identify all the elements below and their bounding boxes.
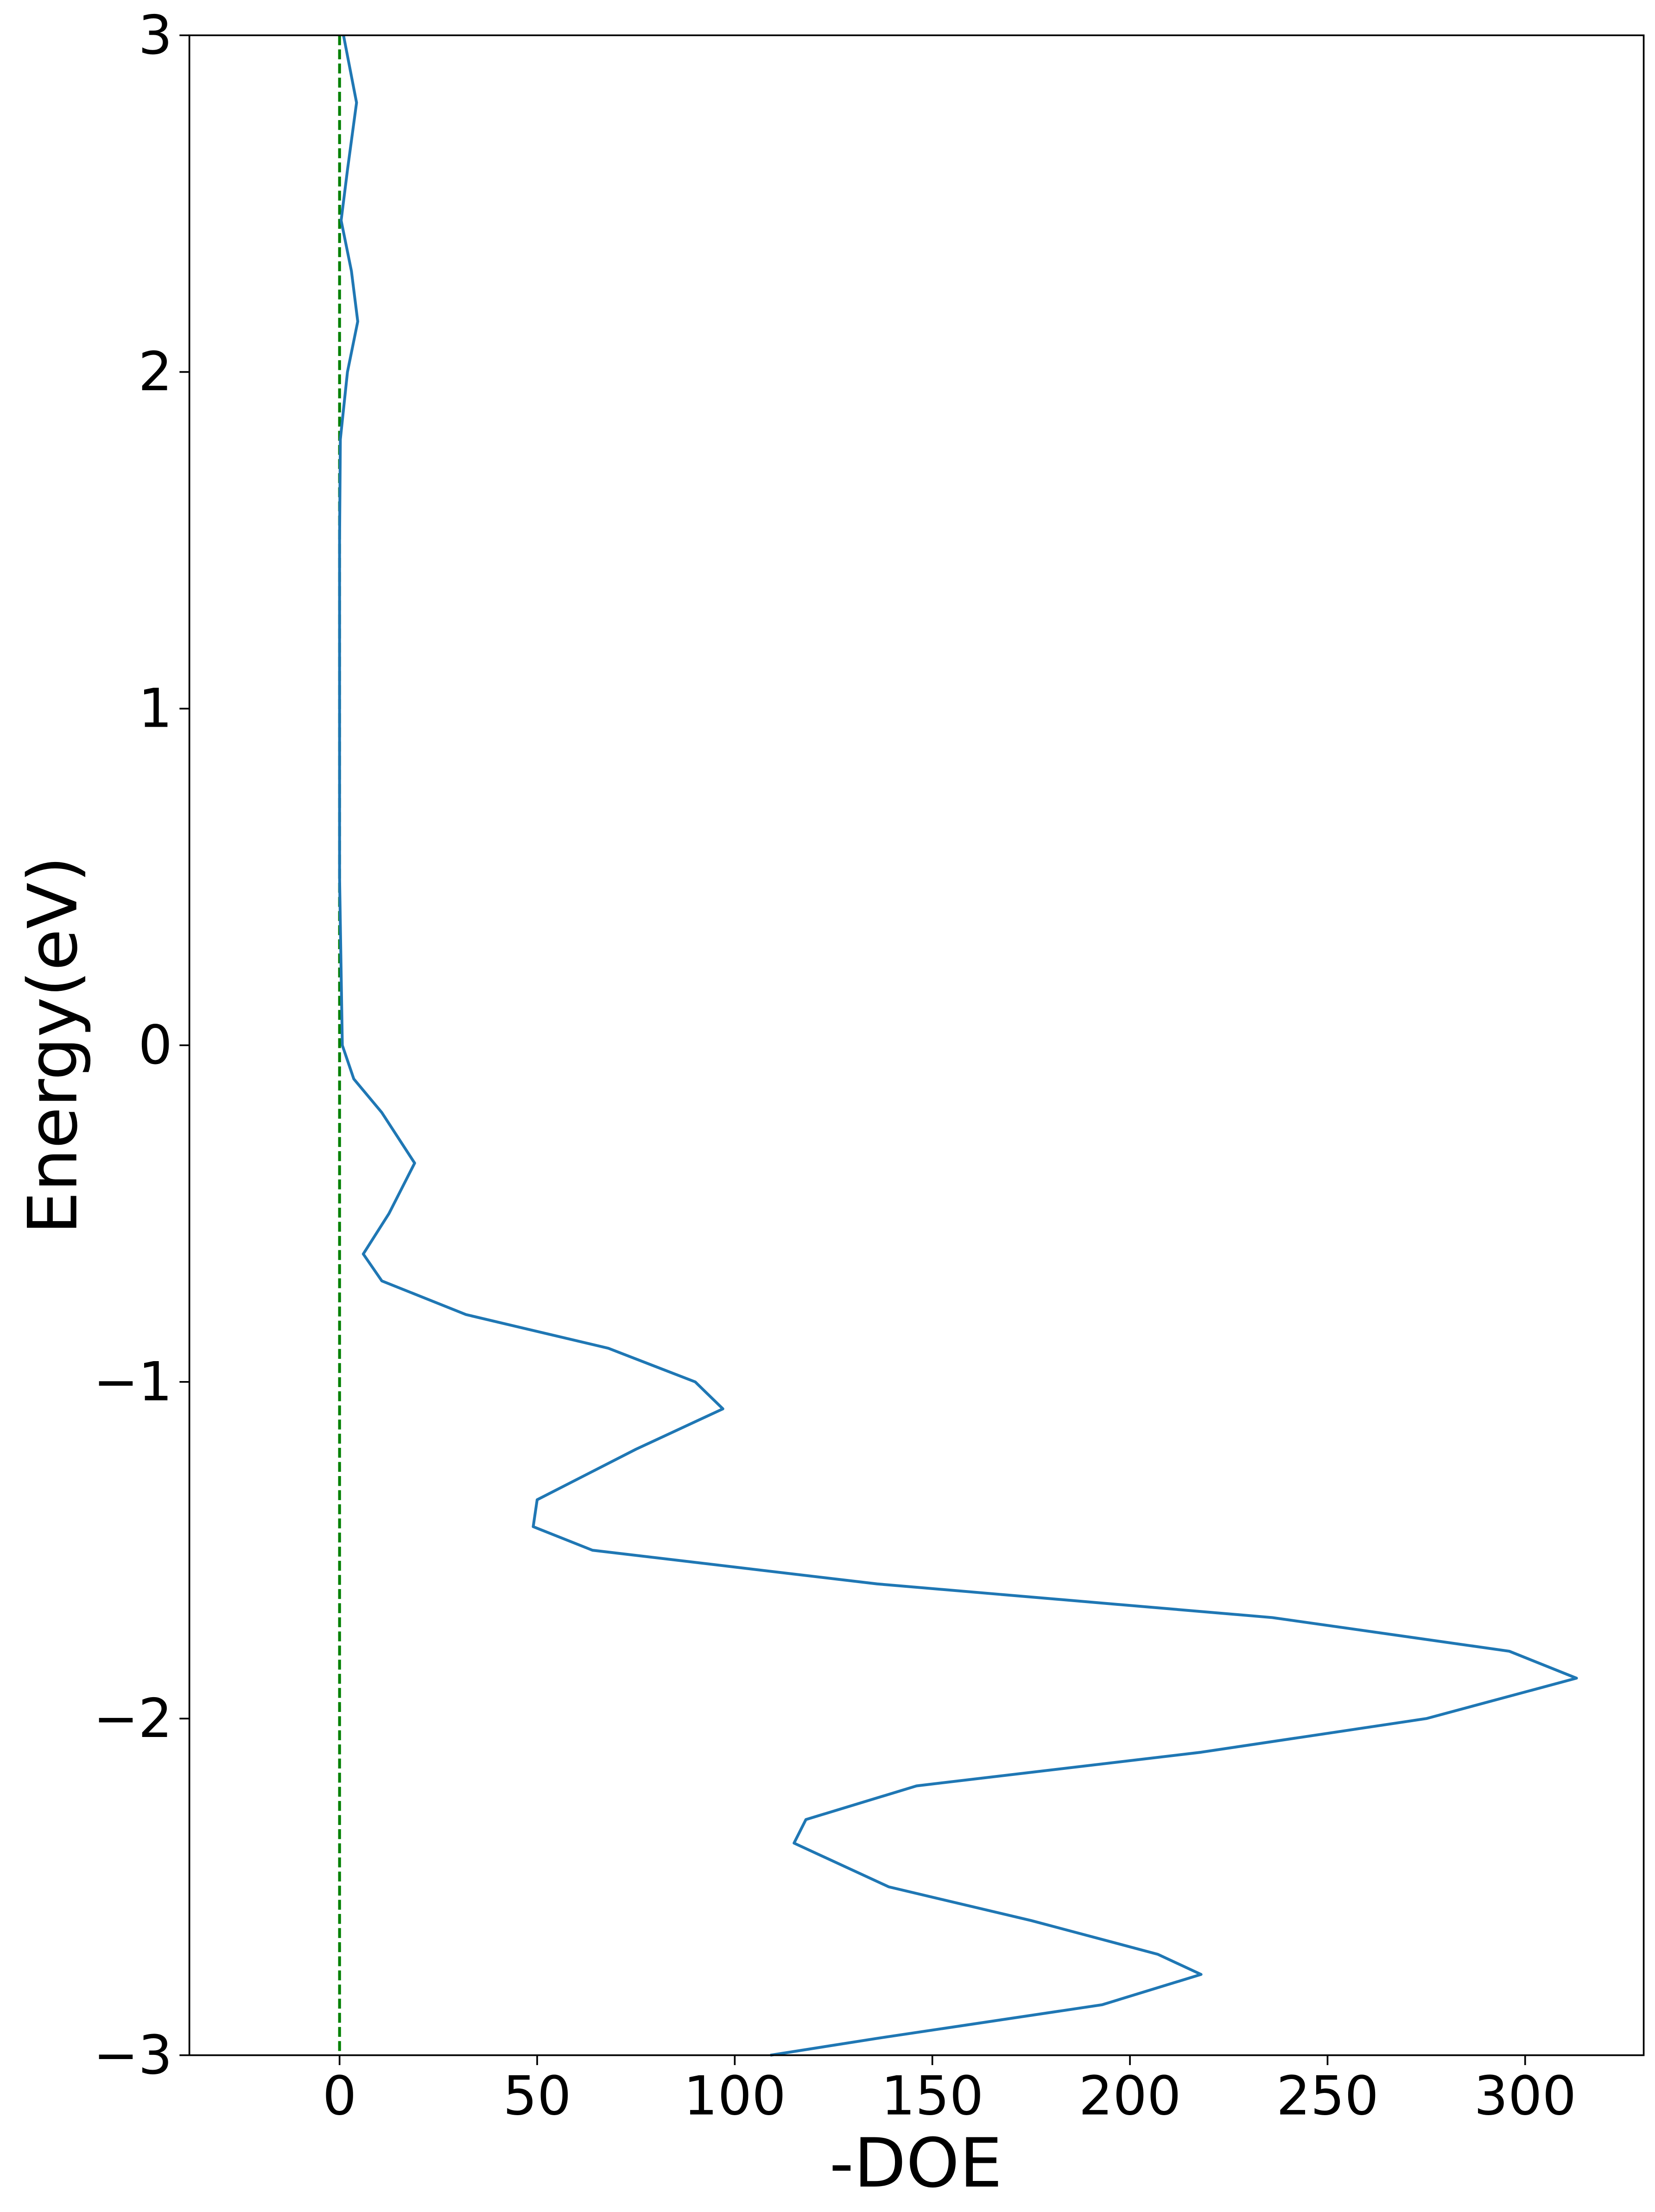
x-tick-label: 0 — [323, 2065, 357, 2128]
y-tick-label: 3 — [138, 4, 172, 67]
y-tick-label: −2 — [93, 1687, 172, 1750]
x-axis-label: -DOE — [829, 2123, 1002, 2203]
y-tick-label: 2 — [138, 341, 172, 403]
x-tick-label: 250 — [1276, 2065, 1379, 2128]
data-line — [338, 35, 1578, 2057]
x-tick-label: 200 — [1078, 2065, 1181, 2128]
y-tick-label: 1 — [138, 678, 172, 740]
y-axis-label: Energy(eV) — [13, 856, 93, 1234]
y-tick-label: −3 — [93, 2024, 172, 2086]
plot-frame — [188, 34, 1645, 2056]
y-tick-label: 0 — [138, 1014, 172, 1077]
x-tick-label: 100 — [684, 2065, 786, 2128]
x-tick-label: 150 — [881, 2065, 983, 2128]
y-tick-label: −1 — [93, 1351, 172, 1413]
x-tick-label: 300 — [1474, 2065, 1576, 2128]
x-tick-label: 50 — [503, 2065, 571, 2128]
